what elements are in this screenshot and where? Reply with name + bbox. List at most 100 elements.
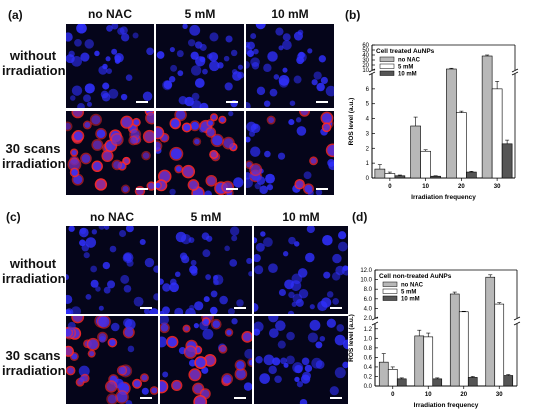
y-tick-label: 12.0 xyxy=(360,268,372,274)
micrograph-a-r1-c2 xyxy=(246,111,334,195)
nucleus xyxy=(78,24,84,30)
panel-a-row-30-scans: 30 scans irradiation xyxy=(2,141,66,171)
nucleus xyxy=(68,50,75,58)
nucleus xyxy=(283,362,289,368)
nucleus xyxy=(143,308,150,314)
nucleus xyxy=(264,150,271,158)
nucleus xyxy=(172,381,181,390)
nucleus xyxy=(92,162,102,171)
row-label-line: irradiation xyxy=(2,63,66,78)
nucleus xyxy=(320,76,328,85)
nucleus xyxy=(224,245,230,252)
nucleus xyxy=(225,35,233,43)
nucleus xyxy=(162,283,171,292)
nucleus xyxy=(123,253,132,262)
y-tick-label: 3 xyxy=(366,131,370,137)
nucleus xyxy=(335,265,345,276)
nucleus xyxy=(160,336,168,348)
nucleus xyxy=(310,157,317,164)
nucleus xyxy=(199,102,209,108)
nucleus xyxy=(231,235,238,242)
micrograph-cells xyxy=(246,24,334,108)
nucleus xyxy=(288,291,295,299)
nucleus xyxy=(256,86,266,96)
nucleus xyxy=(120,33,130,42)
y-axis-label: ROS level (a.u.) xyxy=(348,314,355,362)
legend-label: 10 mM xyxy=(401,297,420,303)
micrograph-cells xyxy=(246,111,334,195)
y-tick-label: 10.0 xyxy=(360,278,372,284)
nucleus xyxy=(141,387,149,395)
nucleus xyxy=(334,334,346,346)
nucleus xyxy=(114,58,121,64)
nucleus xyxy=(315,341,323,349)
row-label-line: 30 scans xyxy=(5,141,61,156)
nucleus xyxy=(80,52,90,62)
nucleus xyxy=(111,24,119,30)
nucleus xyxy=(277,340,286,349)
nucleus xyxy=(107,394,117,404)
x-tick-label: 30 xyxy=(494,184,501,190)
nucleus xyxy=(322,234,333,246)
nucleus xyxy=(268,117,275,124)
nucleus xyxy=(189,369,200,380)
nucleus xyxy=(113,161,121,169)
bar xyxy=(456,112,467,179)
nucleus xyxy=(287,310,295,314)
nucleus xyxy=(199,43,207,51)
nucleus xyxy=(160,323,169,332)
nucleus xyxy=(246,101,251,108)
nucleus xyxy=(156,141,161,151)
nucleus xyxy=(207,176,216,186)
nucleus xyxy=(170,64,178,72)
y-tick-label: 4.0 xyxy=(364,306,373,312)
nucleus xyxy=(248,359,252,366)
panel-a-label: (a) xyxy=(8,8,23,22)
nucleus xyxy=(294,364,303,374)
nucleus xyxy=(220,346,226,353)
nucleus xyxy=(160,381,167,392)
nucleus xyxy=(253,48,259,55)
x-tick-label: 30 xyxy=(496,392,503,398)
nucleus xyxy=(73,131,83,141)
nucleus xyxy=(110,322,120,332)
nucleus xyxy=(148,182,154,190)
nucleus xyxy=(275,320,286,331)
nucleus xyxy=(67,321,76,330)
nucleus xyxy=(210,290,218,298)
nucleus xyxy=(74,38,82,47)
y-tick-label: 0.0 xyxy=(364,384,373,390)
nucleus xyxy=(160,278,164,285)
nucleus xyxy=(227,308,235,314)
nucleus xyxy=(194,78,205,88)
nucleus xyxy=(300,111,309,116)
nucleus xyxy=(142,152,150,159)
bar xyxy=(394,175,406,179)
nucleus xyxy=(211,114,217,120)
chart-d: 2.0 4.0 6.0 8.0 10.0 12.0 0.0 0.2 0.4 0.6 0.8 1.0 1.… xyxy=(348,268,521,409)
bar xyxy=(410,125,421,179)
nucleus xyxy=(68,226,75,232)
nucleus xyxy=(126,259,134,267)
nucleus xyxy=(199,126,205,133)
bar xyxy=(481,55,493,179)
row-label-line: without xyxy=(9,256,57,271)
nucleus xyxy=(71,149,77,156)
nucleus xyxy=(246,136,251,143)
nucleus xyxy=(209,60,220,72)
nucleus xyxy=(230,49,238,57)
nucleus xyxy=(246,61,250,69)
y-axis-label: ROS level (a.u.) xyxy=(348,98,355,146)
micrograph-a-r0-c0 xyxy=(66,24,154,108)
nucleus xyxy=(194,396,206,404)
nucleus xyxy=(174,307,184,314)
micrograph-c-r0-c2 xyxy=(254,226,348,314)
nucleus xyxy=(94,50,100,57)
nucleus xyxy=(71,353,78,360)
nucleus xyxy=(71,85,83,96)
nucleus xyxy=(81,154,91,163)
nucleus xyxy=(163,80,173,90)
nucleus xyxy=(268,263,278,274)
nucleus xyxy=(66,274,70,281)
y-tick-label: 0.6 xyxy=(364,355,373,361)
